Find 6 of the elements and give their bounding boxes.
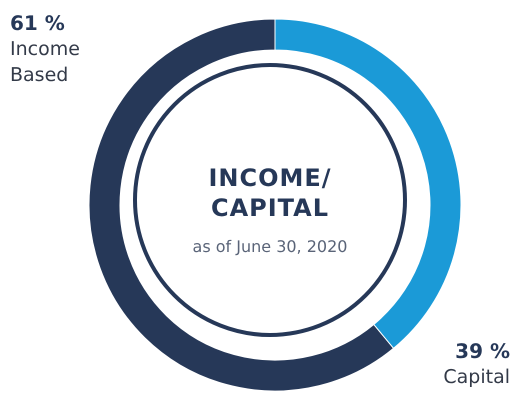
- text: as of June 30, 2020: [192, 237, 348, 256]
- data-label: 39 %: [454, 338, 510, 364]
- slice-label: Income Based: [10, 37, 81, 88]
- data-label: 61 %: [10, 10, 66, 36]
- text: INCOME/ CAPITAL: [208, 164, 332, 222]
- slice-label: Capital: [442, 365, 510, 390]
